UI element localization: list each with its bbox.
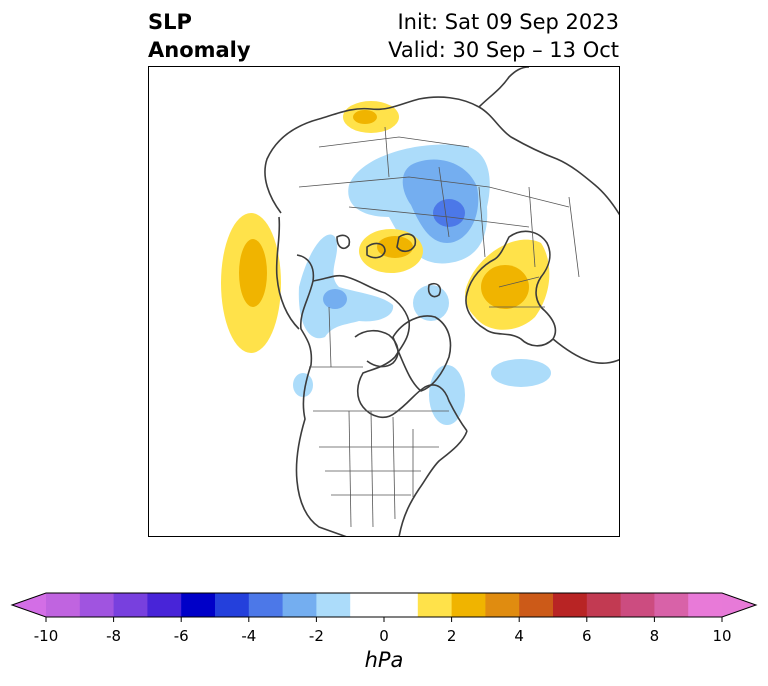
anomaly-positive-arctic-core	[377, 236, 413, 258]
colorbar-level-8	[316, 593, 351, 617]
colorbar-level-10	[417, 593, 453, 617]
colorbar-segments	[10, 592, 758, 622]
colorbar-level-1	[79, 593, 115, 617]
anomaly-negative-canada-core	[323, 289, 347, 309]
colorbar-tick-label: 10	[712, 627, 732, 645]
anomaly-negative-pacific-coast	[293, 373, 313, 397]
map-edge-mask	[149, 287, 157, 317]
forecast-dates: Init: Sat 09 Sep 2023 Valid: 30 Sep – 13…	[388, 8, 619, 64]
anomaly-map	[149, 67, 619, 536]
valid-range-label: Valid: 30 Sep – 13 Oct	[388, 38, 619, 62]
anomaly-negative-canada	[298, 234, 394, 339]
colorbar-extend-high	[722, 593, 756, 617]
colorbar-level-9	[350, 593, 419, 617]
colorbar-tick-label: -8	[106, 627, 122, 645]
colorbar-level-14	[553, 593, 588, 617]
colorbar-level-2	[113, 593, 148, 617]
colorbar-tick-label: 2	[446, 627, 457, 645]
colorbar-level-17	[654, 593, 689, 617]
anomaly-positive-siberia-east-core	[353, 110, 377, 124]
colorbar-level-0	[46, 593, 81, 617]
title-line-1: SLP	[148, 10, 192, 34]
colorbar-level-15	[586, 593, 622, 617]
colorbar-level-13	[519, 593, 554, 617]
colorbar-tick-labels: -10 -8 -6 -4 -2 0 2 4 6 8 10	[0, 627, 768, 647]
colorbar-level-4	[181, 593, 216, 617]
colorbar-level-6	[248, 593, 284, 617]
colorbar-level-18	[688, 593, 723, 617]
anomaly-shading	[221, 101, 551, 425]
title-line-2: Anomaly	[148, 38, 251, 62]
map-title: SLP Anomaly	[148, 8, 251, 64]
colorbar-level-3	[147, 593, 182, 617]
colorbar-level-5	[215, 593, 250, 617]
colorbar-extend-low	[12, 593, 46, 617]
colorbar-level-7	[282, 593, 317, 617]
coastlines	[264, 67, 619, 536]
anomaly-positive-europe-core	[481, 265, 529, 309]
colorbar-tick-label: -6	[173, 627, 189, 645]
init-date-label: Init: Sat 09 Sep 2023	[397, 10, 619, 34]
political-borders	[298, 126, 580, 528]
anomaly-negative-siberia-core	[433, 199, 465, 227]
colorbar-tick-label: 8	[649, 627, 660, 645]
map-panel	[148, 66, 620, 537]
anomaly-negative-atlantic	[491, 359, 551, 387]
colorbar-tick-label: -10	[33, 627, 59, 645]
colorbar-level-11	[451, 593, 486, 617]
colorbar-tick-label: -4	[241, 627, 257, 645]
colorbar-tick-label: -2	[308, 627, 324, 645]
anomaly-positive-pacific-core	[239, 239, 267, 307]
colorbar	[10, 592, 758, 622]
colorbar-level-16	[620, 593, 655, 617]
colorbar-tick-label: 6	[582, 627, 592, 645]
colorbar-level-12	[485, 593, 520, 617]
colorbar-unit-label: hPa	[364, 648, 404, 672]
colorbar-tick-label: 0	[379, 627, 389, 645]
colorbar-tick-label: 4	[514, 627, 524, 645]
